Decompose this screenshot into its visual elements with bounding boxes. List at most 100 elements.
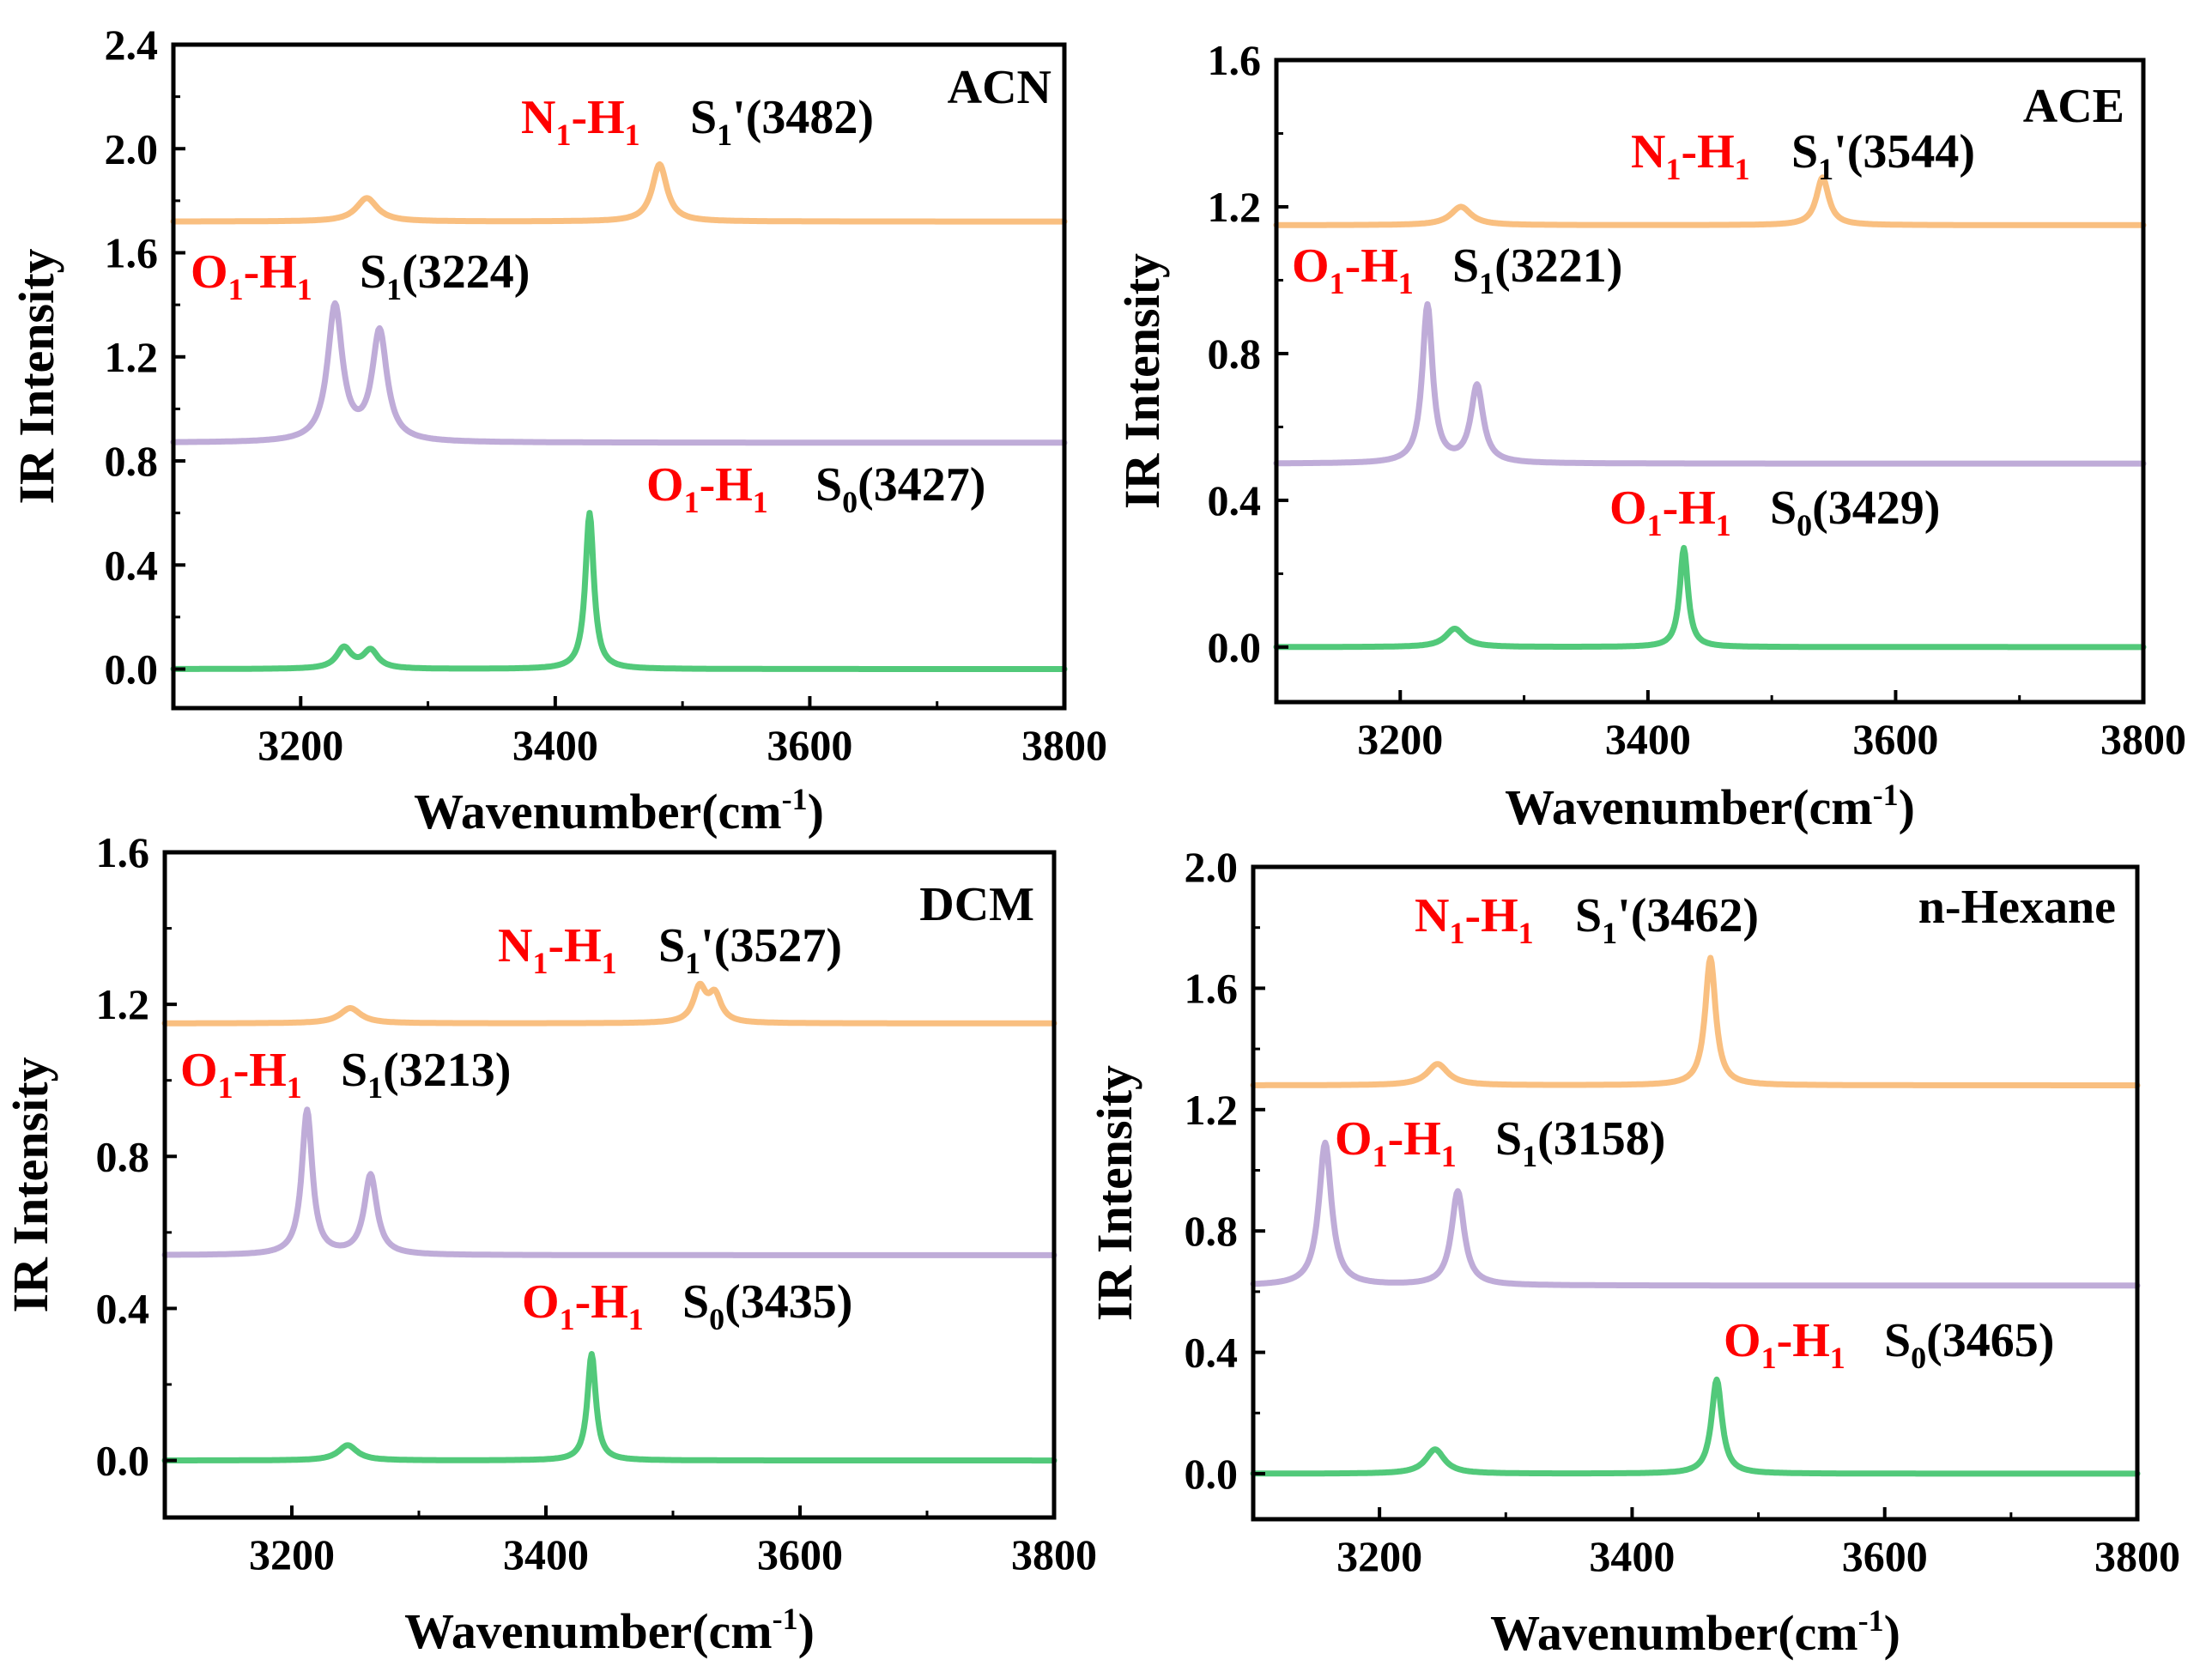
x-axis-title-exponent: -1 (782, 782, 808, 816)
series-line-s0 (161, 1351, 1058, 1464)
bond-partner: -H (1777, 1314, 1830, 1367)
y-tick-label: 0.0 (1208, 623, 1262, 671)
x-tick-label: 3800 (1021, 721, 1107, 769)
bond-partner-index: 1 (753, 485, 768, 519)
x-axis-title: Wavenumber(cm-1) (414, 782, 824, 839)
bond-partner: -H (1681, 125, 1734, 179)
annotation-bond-label: O1-H1 (646, 458, 768, 519)
x-tick-label: 3800 (1011, 1530, 1097, 1578)
panel-title: ACE (2023, 80, 2124, 133)
y-axis-title: IR Intensity (1087, 1065, 1142, 1321)
bond-partner-index: 1 (1441, 1139, 1457, 1173)
series-line-s0 (1273, 544, 2147, 651)
bond-partner-index: 1 (602, 946, 617, 980)
y-tick-label: 1.2 (1185, 1086, 1239, 1134)
plot-frame (1251, 864, 2140, 1522)
bond-partner-index: 1 (1830, 1341, 1845, 1375)
y-tick-label: 0.8 (1208, 330, 1262, 378)
state-frequency: '(3544) (1833, 125, 1975, 179)
state-index: 1 (1479, 266, 1494, 300)
x-tick-label: 3600 (1842, 1532, 1928, 1580)
state-symbol: S (815, 458, 842, 512)
bond-partner-index: 1 (1518, 916, 1534, 950)
annotation-bond-label: O1-H1 (180, 1044, 302, 1105)
bond-atom: O (1609, 482, 1647, 535)
series-line-s1 (161, 1106, 1058, 1258)
annotation-state-label: S1(3221) (1452, 239, 1622, 300)
bond-atom-index: 1 (684, 485, 700, 519)
bond-atom: O (180, 1044, 218, 1097)
bond-atom-index: 1 (532, 946, 548, 980)
annotation-state-label: S0(3465) (1884, 1314, 2054, 1375)
y-tick-label: 0.0 (96, 1437, 150, 1485)
panel-title: n-Hexane (1918, 881, 2116, 934)
x-tick-label: 3400 (503, 1530, 589, 1578)
panel-title: DCM (919, 878, 1034, 931)
x-axis-title: Wavenumber(cm-1) (1490, 1603, 1900, 1661)
y-tick-label: 1.6 (96, 828, 150, 876)
annotation-state-label: S1'(3462) (1575, 889, 1759, 950)
state-index: 1 (1602, 916, 1617, 950)
y-tick-label: 0.4 (1185, 1329, 1239, 1377)
annotation-bond-label: N1-H1 (1631, 125, 1750, 186)
state-symbol: S (1884, 1314, 1911, 1367)
annotation-bond-label: N1-H1 (1415, 889, 1534, 950)
state-frequency: (3429) (1812, 482, 1940, 535)
annotation-state-label: S1'(3527) (658, 919, 842, 980)
panel-acn: 3200 3400 3600 3800 0.0 0.4 0.8 1.2 1.6 2.0 2.4 ACN… (9, 21, 1107, 839)
state-symbol: S (341, 1044, 367, 1097)
annotation-bond-label: O1-H1 (191, 245, 312, 306)
state-symbol: S (360, 245, 386, 299)
bond-atom-index: 1 (1373, 1139, 1388, 1173)
state-symbol: S (1575, 889, 1602, 942)
annotation-state-label: S0(3429) (1770, 482, 1940, 542)
state-frequency: (3435) (724, 1275, 852, 1329)
bond-partner: -H (571, 91, 624, 144)
state-frequency: (3427) (858, 458, 985, 512)
bond-partner: -H (1345, 239, 1398, 293)
state-frequency: '(3462) (1617, 889, 1759, 942)
series-line-s1 (170, 300, 1068, 446)
series-line-s1-prime (161, 980, 1058, 1027)
annotation-state-label: S1(3158) (1495, 1112, 1665, 1173)
bond-atom-index: 1 (555, 118, 571, 152)
bond-partner-index: 1 (625, 118, 640, 152)
x-tick-label: 3200 (1357, 715, 1443, 763)
y-tick-label: 0.4 (1208, 476, 1262, 524)
bond-partner: -H (233, 1044, 287, 1097)
x-axis-title-exponent: -1 (1858, 1603, 1884, 1638)
panel-title: ACN (948, 61, 1051, 114)
bond-atom: O (1292, 239, 1330, 293)
x-tick-label: 3200 (249, 1530, 335, 1578)
x-axis-title-exponent: -1 (773, 1602, 798, 1636)
y-tick-label: 2.0 (1185, 843, 1239, 891)
bond-partner: -H (244, 245, 297, 299)
state-symbol: S (1452, 239, 1479, 293)
state-frequency: (3158) (1537, 1112, 1665, 1166)
y-tick-label: 1.2 (1208, 183, 1262, 231)
y-tick-label: 0.0 (105, 645, 159, 694)
series-line-s1-prime (1250, 954, 2141, 1088)
state-symbol: S (1791, 125, 1818, 179)
x-tick-label: 3600 (1852, 715, 1938, 763)
state-symbol: S (690, 91, 717, 144)
y-axis-title: IR Intensity (1114, 253, 1170, 509)
x-axis-title-main: Wavenumber(cm (404, 1603, 773, 1659)
bond-atom-index: 1 (228, 272, 244, 306)
bond-atom: O (646, 458, 684, 512)
annotation-bond-label: O1-H1 (1292, 239, 1414, 300)
bond-atom: O (1724, 1314, 1761, 1367)
series-line-s1-prime (1273, 174, 2147, 228)
y-tick-label: 0.8 (105, 437, 159, 485)
state-index: 1 (367, 1070, 383, 1105)
annotation-bond-label: N1-H1 (498, 919, 617, 980)
state-frequency: (3213) (383, 1044, 511, 1097)
bond-partner-index: 1 (628, 1302, 644, 1336)
bond-atom: N (1415, 889, 1449, 942)
state-symbol: S (682, 1275, 709, 1329)
bond-partner-index: 1 (1398, 266, 1414, 300)
x-axis-title-close: ) (1899, 779, 1915, 835)
x-axis-title-close: ) (1884, 1605, 1900, 1661)
bond-partner: -H (1663, 482, 1716, 535)
